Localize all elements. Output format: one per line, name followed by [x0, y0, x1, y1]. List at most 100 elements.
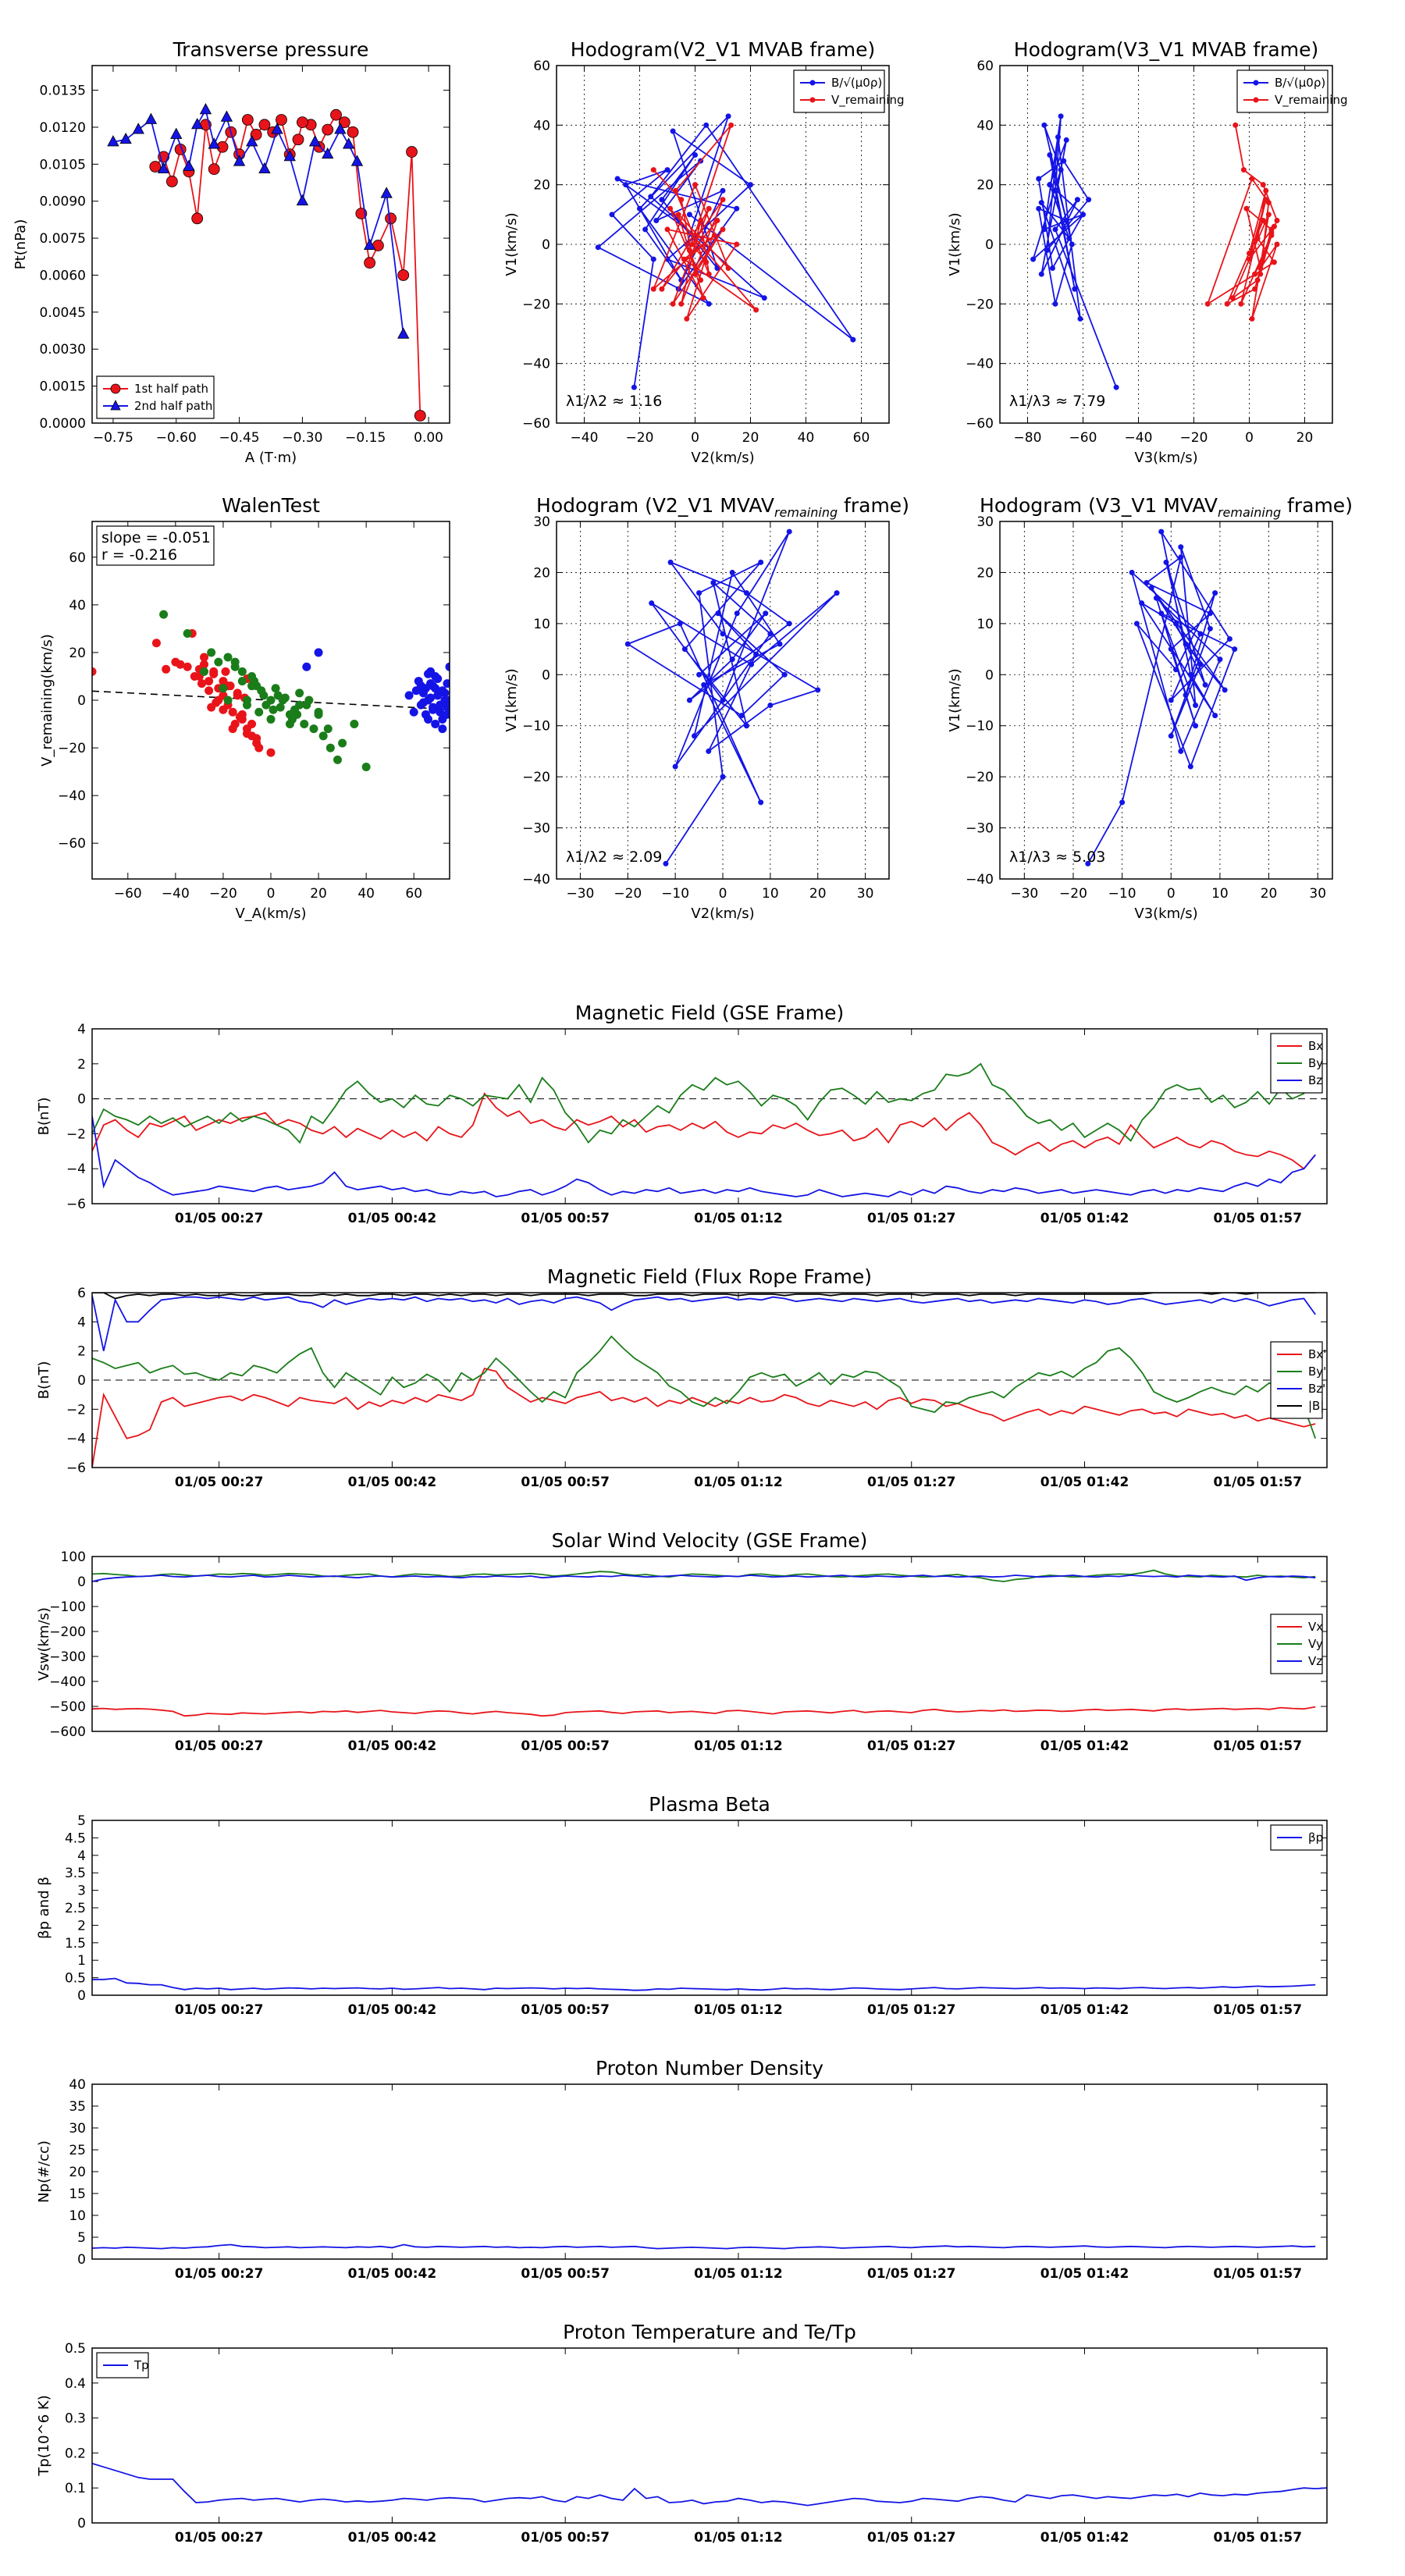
- x-tick-label: 01/05 01:42: [1040, 1211, 1129, 1226]
- plot-area: [92, 1293, 1317, 1468]
- walen-test-panel: WalenTest −60 −40 −20 0 20 40 60 −60 −40 −20 0 20 40 6…: [39, 494, 450, 922]
- legend-label: 1st half path: [134, 382, 208, 396]
- data-point: [406, 146, 418, 158]
- y-tick-label: 6: [77, 1286, 86, 1301]
- chart-title-main: Hodogram (V2_V1 MVAV: [536, 494, 774, 517]
- data-point: [208, 137, 220, 149]
- data-point: [183, 662, 192, 671]
- data-point: [729, 569, 735, 575]
- y-tick-label: 2: [77, 1057, 86, 1073]
- data-point: [1178, 554, 1184, 560]
- data-point: [650, 256, 656, 262]
- series-line-b-0-: [1031, 116, 1117, 388]
- data-point: [1232, 122, 1239, 128]
- x-tick-label: 01/05 01:42: [1040, 2266, 1129, 2282]
- legend-box: [96, 375, 215, 419]
- x-axis-label: V2(km/s): [691, 450, 754, 466]
- y-tick-label: 2.5: [65, 1901, 86, 1916]
- data-point: [1183, 692, 1189, 698]
- magnetic-field-flux-rope-panel: Magnetic Field (Flux Rope Frame) 01/05 00…: [36, 1265, 1328, 1490]
- data-point: [1061, 158, 1067, 164]
- y-tick-label: −40: [966, 872, 994, 888]
- data-point: [300, 720, 309, 729]
- x-tick-label: 0: [1167, 886, 1176, 902]
- x-tick-label: 10: [1211, 886, 1229, 902]
- data-point: [1187, 763, 1193, 770]
- data-point: [165, 176, 178, 187]
- y-tick-label: 0: [77, 1373, 86, 1389]
- data-point: [191, 117, 204, 130]
- data-point: [235, 712, 244, 721]
- data-point: [1265, 212, 1272, 218]
- x-tick-label: 01/05 01:27: [867, 2530, 956, 2546]
- x-tick-label: 01/05 00:27: [175, 1738, 264, 1754]
- data-point: [642, 226, 649, 233]
- data-point: [781, 671, 788, 678]
- y-tick-label: −40: [58, 788, 86, 804]
- data-point: [1038, 271, 1044, 277]
- data-point: [1229, 295, 1236, 301]
- y-tick-label: 35: [69, 2099, 86, 2115]
- data-point: [1168, 697, 1174, 703]
- axes-frame: [999, 521, 1333, 880]
- data-point: [276, 703, 285, 712]
- x-tick-label: 01/05 01:57: [1214, 1211, 1303, 1226]
- x-tick-label: −20: [626, 430, 654, 446]
- data-point: [1086, 197, 1092, 203]
- y-tick-label: 0: [77, 2516, 86, 2532]
- data-point: [414, 410, 426, 422]
- chart-title-subscript: remaining: [1218, 505, 1281, 520]
- data-point: [686, 697, 692, 703]
- legend-label: Vy: [1308, 1637, 1323, 1651]
- data-point: [1077, 315, 1083, 322]
- legend-label: By': [1308, 1364, 1326, 1379]
- data-point: [1204, 301, 1211, 307]
- data-point: [226, 681, 235, 691]
- y-tick-label: 0.0105: [40, 157, 86, 173]
- legend: Tp: [96, 2352, 149, 2379]
- data-point: [1144, 580, 1150, 586]
- data-point: [271, 123, 283, 134]
- y-tick-label: 20: [533, 178, 550, 194]
- y-tick-label: 30: [533, 514, 550, 530]
- stats-line: r = -0.216: [101, 546, 177, 564]
- hodogram-v3-v1-mvab-panel: Hodogram(V3_V1 MVAB frame) −80 −60 −40 −20 0 2…: [947, 38, 1348, 466]
- x-tick-label: −0.15: [345, 430, 386, 446]
- data-point: [664, 226, 670, 233]
- y-tick-label: 0.0045: [40, 305, 86, 321]
- data-point: [1193, 723, 1199, 729]
- data-point: [1158, 528, 1165, 535]
- data-point: [696, 671, 702, 678]
- data-point: [233, 691, 242, 700]
- data-point: [271, 684, 280, 693]
- data-point: [696, 590, 702, 596]
- y-tick-label: −10: [522, 719, 550, 735]
- x-tick-label: 20: [1297, 430, 1314, 446]
- x-tick-label: −20: [1180, 430, 1208, 446]
- data-point: [678, 301, 685, 307]
- y-tick-label: 0.2: [65, 2446, 86, 2461]
- y-tick-label: −20: [522, 297, 550, 312]
- data-point: [443, 679, 450, 688]
- y-axis-label: Np(#/cc): [36, 2140, 52, 2203]
- data-point: [1249, 176, 1255, 182]
- x-tick-label: −20: [1059, 886, 1087, 902]
- plot-area: [624, 528, 840, 866]
- data-point: [440, 688, 450, 698]
- y-tick-label: 60: [69, 550, 86, 566]
- data-point: [1058, 167, 1064, 173]
- y-tick-label: −200: [49, 1624, 86, 1640]
- plot-area: [92, 1569, 1316, 1717]
- data-point: [1207, 610, 1213, 617]
- legend-marker: [809, 80, 816, 86]
- y-tick-label: −300: [49, 1649, 86, 1665]
- data-point: [672, 763, 678, 770]
- data-point: [409, 707, 418, 717]
- data-point: [1063, 137, 1069, 143]
- x-tick-label: 01/05 00:57: [521, 2530, 610, 2546]
- y-tick-label: 0: [542, 237, 550, 253]
- data-point: [637, 205, 642, 212]
- data-point: [1044, 247, 1050, 254]
- data-point: [1119, 799, 1126, 806]
- data-point: [1247, 256, 1252, 262]
